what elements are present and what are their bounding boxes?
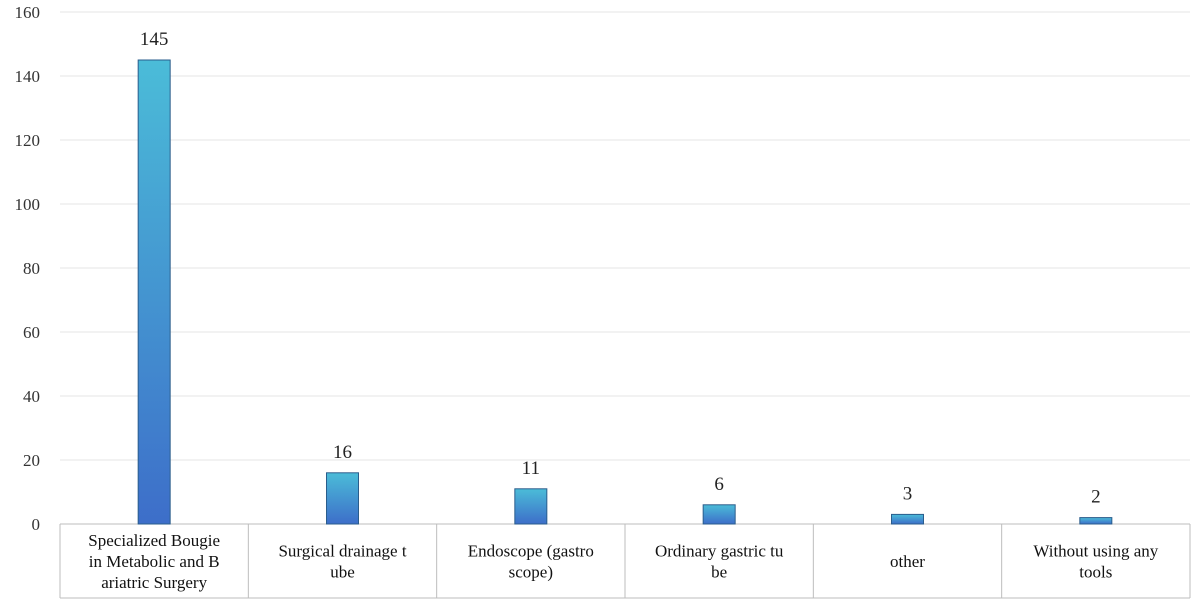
category-label: tools [1079,563,1112,582]
y-tick-label: 120 [15,131,41,150]
bar [514,488,548,525]
data-label: 3 [903,483,913,504]
category-label: ube [330,563,355,582]
bar [702,504,736,525]
data-label: 11 [522,458,540,479]
category-label: Without using any [1033,542,1158,561]
data-label: 16 [333,442,352,463]
y-tick-label: 60 [23,323,40,342]
category-label: ariatric Surgery [101,573,207,592]
y-tick-label: 20 [23,451,40,470]
gridlines [60,11,1190,461]
category-label: Surgical drainage t [278,542,406,561]
y-tick-label: 80 [23,259,40,278]
category-labels: Specialized Bougie in Metabolic and B aria… [88,531,1158,592]
data-labels: 145 16 11 6 3 2 [140,29,1101,508]
data-label: 6 [714,474,724,495]
bar [891,513,924,525]
bar [137,59,171,525]
category-label: be [711,563,727,582]
data-label: 2 [1091,487,1101,508]
category-table [59,523,1191,599]
y-tick-label: 100 [15,195,41,214]
y-tick-label: 140 [15,67,41,86]
category-label: Specialized Bougie [88,531,220,550]
bar [326,472,359,525]
y-axis-ticks: 0 20 40 60 80 100 120 140 160 [15,3,41,534]
y-tick-label: 0 [32,515,41,534]
category-label: Ordinary gastric tu [655,542,784,561]
y-tick-label: 40 [23,387,40,406]
category-label: scope) [509,563,553,582]
category-label: in Metabolic and B [89,552,220,571]
y-tick-label: 160 [15,3,41,22]
bar [1079,517,1113,525]
bars [137,59,1113,525]
category-label: other [890,552,925,571]
category-label: Endoscope (gastro [468,542,594,561]
data-label: 145 [140,29,169,50]
